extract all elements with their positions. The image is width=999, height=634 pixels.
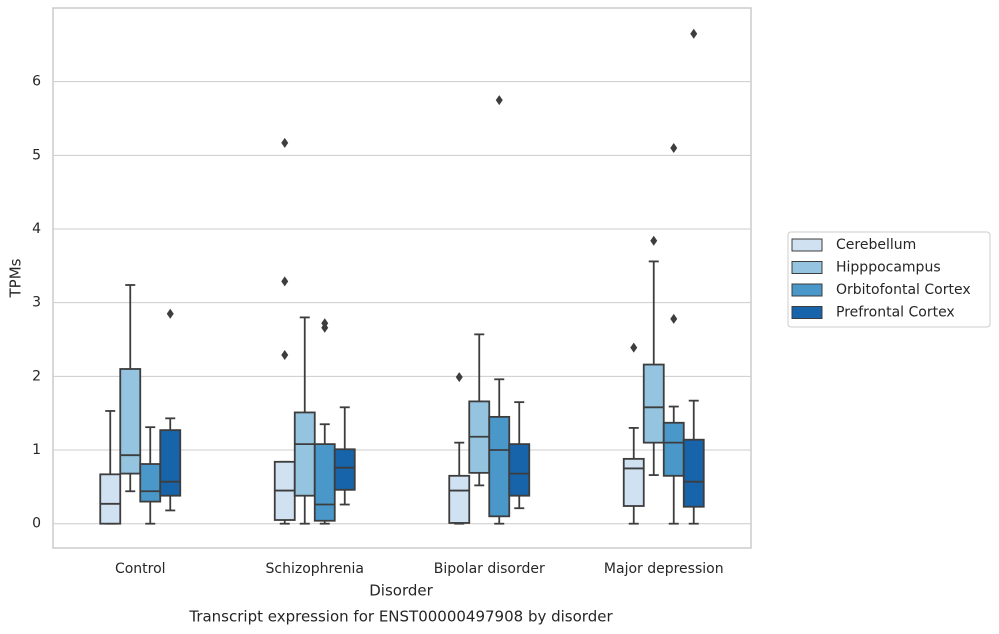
box bbox=[333, 448, 356, 491]
outlier bbox=[495, 95, 503, 106]
outlier bbox=[281, 276, 289, 287]
legend-label: Hipppocampus bbox=[836, 260, 941, 276]
outlier bbox=[670, 142, 678, 153]
box bbox=[642, 363, 665, 444]
y-tick-label: 6 bbox=[32, 74, 41, 90]
x-tick-label: Major depression bbox=[604, 561, 724, 577]
outlier bbox=[630, 342, 638, 353]
legend-label: Cerebellum bbox=[836, 237, 916, 253]
box bbox=[293, 411, 316, 497]
legend-frame bbox=[787, 231, 991, 328]
legend-label: Prefrontal Cortex bbox=[836, 305, 955, 321]
box bbox=[313, 443, 336, 522]
y-tick-label: 2 bbox=[32, 368, 41, 384]
y-tick-label: 4 bbox=[32, 221, 41, 237]
box bbox=[159, 429, 182, 497]
y-tick-label: 0 bbox=[32, 516, 41, 532]
outlier bbox=[455, 372, 463, 383]
y-axis-label: TPMs bbox=[7, 258, 25, 298]
box bbox=[488, 415, 511, 518]
x-tick-label: Schizophrenia bbox=[266, 561, 364, 577]
outlier bbox=[670, 313, 678, 324]
y-tick-label: 5 bbox=[32, 147, 41, 163]
outlier bbox=[281, 349, 289, 360]
outlier bbox=[650, 235, 658, 246]
outlier bbox=[281, 137, 289, 148]
box bbox=[508, 443, 531, 497]
x-axis-label: Disorder bbox=[369, 582, 433, 600]
outlier bbox=[166, 308, 174, 319]
legend-label: Orbitofontal Cortex bbox=[836, 282, 971, 298]
outlier bbox=[321, 318, 329, 329]
legend-swatch bbox=[791, 306, 823, 319]
legend-swatch bbox=[791, 283, 823, 297]
legend-swatch bbox=[791, 238, 823, 252]
box bbox=[662, 421, 685, 477]
caption: Transcript expression for ENST0000049790… bbox=[188, 608, 613, 626]
outlier bbox=[690, 28, 698, 39]
legend-swatch bbox=[791, 261, 823, 274]
box bbox=[622, 457, 645, 507]
x-tick-label: Control bbox=[115, 561, 166, 577]
box bbox=[119, 368, 142, 475]
box bbox=[682, 438, 705, 508]
box bbox=[99, 473, 122, 525]
y-tick-label: 1 bbox=[32, 442, 41, 458]
box bbox=[139, 463, 162, 503]
y-tick-label: 3 bbox=[32, 295, 41, 311]
x-tick-label: Bipolar disorder bbox=[434, 561, 545, 577]
box bbox=[448, 474, 471, 524]
